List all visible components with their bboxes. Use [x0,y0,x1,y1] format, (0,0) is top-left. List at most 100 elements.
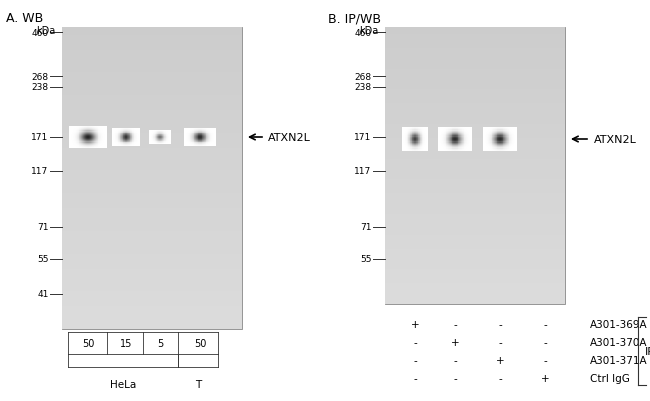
Bar [214,142,215,143]
Bar [411,135,412,136]
Bar [422,140,424,141]
Bar [214,131,216,132]
Bar [105,131,107,132]
Bar [452,142,454,143]
Bar [410,131,411,132]
Bar [424,134,426,135]
Bar [450,142,451,143]
Bar [188,132,189,133]
Bar [408,132,409,134]
Bar [77,141,79,142]
Bar [97,136,98,138]
Bar [138,145,139,146]
Bar [419,131,420,132]
Bar [488,136,489,137]
Bar [413,146,415,147]
Bar [121,146,122,147]
Bar [97,138,98,139]
Bar [138,137,140,138]
Bar [193,136,194,137]
Bar [409,140,410,141]
Bar [493,148,495,149]
Bar [112,130,113,132]
Bar [209,142,210,143]
Bar [499,128,500,129]
Bar [406,131,408,132]
Bar [205,144,206,145]
Bar [513,147,514,148]
Bar [417,140,418,141]
Bar [424,131,425,132]
Bar [505,128,506,129]
Bar [448,148,449,149]
Bar [471,132,473,134]
Bar [439,143,441,144]
Bar [194,134,196,135]
Bar [450,137,452,138]
Bar [187,144,188,145]
Bar [208,142,209,143]
Bar [79,136,81,138]
Bar [166,139,168,140]
Bar [423,128,424,129]
Bar [449,137,450,138]
Bar [196,143,197,144]
Bar [404,144,405,146]
Bar [114,132,115,133]
Bar [150,138,151,139]
Bar [455,131,456,132]
Bar [425,138,426,140]
Bar [194,131,195,132]
Bar [134,141,135,142]
Bar [122,129,124,130]
Bar [439,146,441,147]
Bar [137,136,138,137]
Bar [150,137,151,138]
Bar [155,131,156,132]
Bar [516,140,517,141]
Bar [131,131,132,132]
Bar [468,140,469,141]
Bar [162,131,163,132]
Bar [492,147,493,148]
Bar [117,135,118,136]
Bar [486,140,487,141]
Bar [152,131,153,132]
Bar [161,141,162,142]
Bar [204,141,205,142]
Bar [417,131,419,132]
Bar [152,136,153,137]
Bar [442,131,443,132]
Bar [511,136,512,137]
Bar [426,138,427,140]
Bar [468,141,469,142]
Bar [92,141,93,142]
Bar [471,141,473,142]
Bar [421,147,422,148]
Bar [112,136,113,137]
Bar [131,142,132,143]
Bar [441,130,443,131]
Bar [129,137,130,138]
Bar [198,140,199,141]
Bar [81,145,83,146]
Bar [468,128,469,129]
Bar [490,132,491,134]
Bar [410,148,411,149]
Bar [385,242,565,249]
Bar [457,136,458,137]
Bar [416,130,417,131]
Bar [450,136,452,137]
Bar [409,135,410,136]
Bar [444,144,445,146]
Bar [98,148,99,149]
Bar [503,150,504,152]
Bar [98,130,99,131]
Bar [497,144,499,146]
Bar [191,140,192,141]
Bar [96,142,97,143]
Bar [196,129,197,130]
Bar [193,141,194,142]
Bar [97,134,98,136]
Bar [468,131,469,132]
